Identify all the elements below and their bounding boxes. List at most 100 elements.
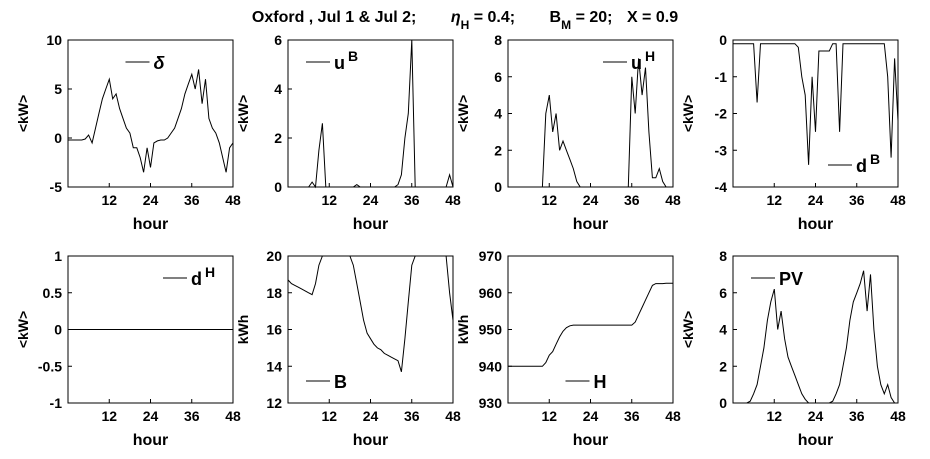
y-tick-label: 970	[479, 248, 503, 264]
x-axis-label: hour	[798, 216, 834, 233]
y-tick-label: 0	[274, 179, 282, 195]
legend-name: d	[191, 269, 202, 289]
x-tick-label: 12	[541, 408, 557, 424]
data-line	[68, 69, 234, 173]
x-tick-label: 36	[184, 408, 200, 424]
y-axis-label: <kW>	[15, 311, 31, 348]
y-tick-label: 8	[719, 248, 727, 264]
y-tick-label: 960	[479, 285, 503, 301]
legend-name: PV	[779, 269, 803, 289]
y-axis-label: kWh	[455, 315, 471, 345]
y-tick-label: 12	[266, 395, 282, 411]
legend-name: B	[334, 372, 347, 392]
legend-sup: B	[348, 48, 358, 64]
x-axis-label: hour	[353, 216, 389, 233]
x-tick-label: 12	[321, 192, 337, 208]
y-tick-label: -1	[715, 69, 728, 85]
y-axis-label: <kW>	[680, 311, 696, 348]
x-tick-label: 36	[404, 408, 420, 424]
data-line	[733, 43, 899, 165]
x-tick-label: 12	[101, 192, 117, 208]
x-axis-label: hour	[133, 216, 169, 233]
x-axis-label: hour	[133, 432, 169, 449]
x-tick-label: 48	[665, 408, 681, 424]
x-tick-label: 12	[101, 408, 117, 424]
y-tick-label: 0	[54, 130, 62, 146]
x-tick-label: 48	[890, 408, 906, 424]
y-tick-label: 0	[719, 32, 727, 48]
x-tick-label: 36	[184, 192, 200, 208]
legend-name: u	[631, 53, 642, 73]
x-tick-label: 48	[445, 408, 461, 424]
legend-label: H	[594, 372, 607, 392]
x-tick-label: 36	[624, 192, 640, 208]
x-tick-label: 12	[541, 192, 557, 208]
y-tick-label: 940	[479, 358, 503, 374]
y-axis-label: <kW>	[455, 95, 471, 132]
y-tick-label: 2	[274, 130, 282, 146]
y-tick-label: -3	[715, 142, 728, 158]
y-tick-label: 950	[479, 322, 503, 338]
data-line	[508, 282, 673, 367]
y-tick-label: 930	[479, 395, 503, 411]
y-tick-label: -4	[715, 179, 728, 195]
legend-sup: H	[205, 264, 215, 280]
title-part: Oxford , Jul 1 & Jul 2;	[252, 9, 416, 26]
x-tick-label: 24	[808, 408, 824, 424]
y-tick-label: -5	[50, 179, 63, 195]
x-tick-label: 48	[225, 192, 241, 208]
y-axis-label: kWh	[235, 315, 251, 345]
y-tick-label: -1	[50, 395, 63, 411]
y-tick-label: 4	[719, 322, 727, 338]
x-tick-label: 24	[583, 192, 599, 208]
x-tick-label: 12	[766, 192, 782, 208]
data-line	[733, 270, 898, 404]
title-part: = 20;	[576, 9, 613, 26]
y-tick-label: 2	[494, 142, 502, 158]
legend-name: δ	[154, 53, 166, 73]
data-line	[508, 58, 673, 188]
legend-label: PV	[779, 269, 803, 289]
x-axis-label: hour	[573, 216, 609, 233]
plot-frame	[507, 255, 674, 404]
y-tick-label: 20	[266, 248, 282, 264]
title-part: H	[461, 18, 470, 32]
x-tick-label: 24	[363, 192, 379, 208]
x-axis-label: hour	[573, 432, 609, 449]
y-tick-label: 0.5	[43, 285, 63, 301]
y-tick-label: 10	[46, 32, 62, 48]
y-tick-label: 6	[494, 69, 502, 85]
plot-frame	[67, 39, 234, 188]
x-tick-label: 24	[808, 192, 824, 208]
x-tick-label: 48	[890, 192, 906, 208]
y-tick-label: 16	[266, 322, 282, 338]
legend-label: δ	[154, 53, 166, 73]
x-tick-label: 24	[583, 408, 599, 424]
title-part: η	[451, 9, 461, 26]
plot-frame	[732, 39, 899, 188]
x-axis-label: hour	[353, 432, 389, 449]
x-tick-label: 36	[849, 192, 865, 208]
legend-sup: H	[645, 48, 655, 64]
plot-frame	[507, 39, 674, 188]
y-tick-label: 6	[719, 285, 727, 301]
y-tick-label: 6	[274, 32, 282, 48]
y-axis-label: <kW>	[235, 95, 251, 132]
x-tick-label: 48	[225, 408, 241, 424]
y-tick-label: 4	[274, 81, 282, 97]
x-tick-label: 36	[624, 408, 640, 424]
y-tick-label: -0.5	[38, 358, 62, 374]
y-tick-label: 2	[719, 358, 727, 374]
y-axis-label: <kW>	[15, 95, 31, 132]
title-part: = 0.4;	[474, 9, 515, 26]
x-tick-label: 24	[143, 408, 159, 424]
legend-sup: B	[870, 151, 880, 167]
legend-label: B	[334, 372, 347, 392]
plot-frame	[67, 255, 234, 404]
title-part: M	[561, 18, 571, 32]
x-tick-label: 36	[849, 408, 865, 424]
y-tick-label: 1	[54, 248, 62, 264]
